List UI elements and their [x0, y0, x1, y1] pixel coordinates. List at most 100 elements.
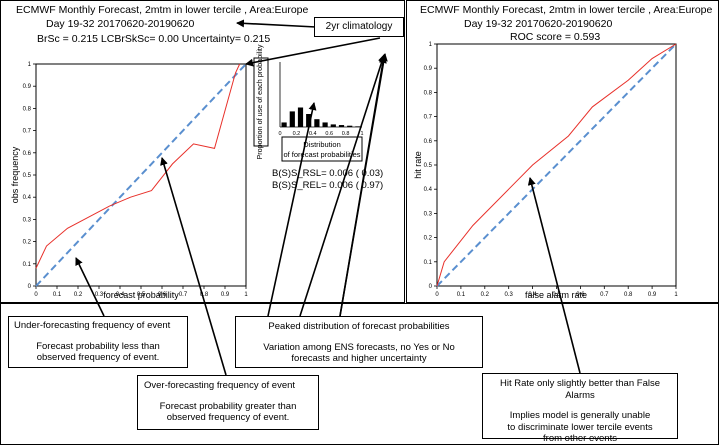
over-forecasting-arrow	[160, 157, 227, 376]
reliability-x-tick-label: 0.3	[95, 292, 104, 298]
roc-x-tick-label: 0.5	[552, 292, 561, 298]
distribution-x-tick-label: 0	[278, 131, 281, 137]
reliability-y-tick-label: 0.7	[23, 129, 32, 135]
over-forecasting-callout: Over-forecasting frequency of event Fore…	[137, 375, 319, 430]
reliability-y-tick-label: 0.8	[23, 106, 32, 112]
climatology-corner-arrow	[245, 37, 381, 67]
distribution-x-tick-label: 0.6	[325, 131, 333, 137]
reliability-y-tick-label: 0.6	[23, 151, 32, 157]
reliability-y-tick-label: 1	[28, 62, 32, 68]
distribution-x-axis-label-line1: Distribution	[303, 140, 341, 149]
under-forecasting-title: Under-forecasting frequency of event	[14, 320, 171, 331]
reliability-y-tick-label: 0.4	[23, 195, 32, 201]
reliability-x-tick-label: 0.5	[137, 292, 146, 298]
hit-rate-arrow	[527, 177, 581, 374]
roc-score: ROC score = 0.593	[510, 31, 601, 43]
reliability-y-axis-label: obs frequency	[10, 146, 20, 203]
reliability-x-tick-label: 0.4	[116, 292, 125, 298]
distribution-xlabel-box	[281, 136, 363, 162]
roc-y-tick-label: 0.7	[424, 115, 433, 121]
roc-x-tick-label: 0.4	[528, 292, 537, 298]
distribution-bar	[322, 122, 328, 127]
distribution-bar	[297, 107, 304, 127]
right-title: ECMWF Monthly Forecast, 2mtm in lower te…	[420, 4, 713, 16]
reliability-y-tick-label: 0	[28, 284, 32, 290]
reliability-series-line	[35, 63, 241, 269]
reliability-y-tick-label: 0.2	[23, 240, 32, 246]
roc-x-tick-label: 1	[674, 292, 678, 298]
over-forecasting-body: Forecast probability greater than observ…	[159, 400, 297, 424]
roc-y-tick-label: 0.6	[424, 139, 433, 145]
distribution-bar	[289, 111, 295, 127]
distribution-bar	[355, 126, 361, 127]
distribution-x-tick-label: 0.8	[342, 131, 350, 137]
reliability-y-tick-label: 0.9	[23, 84, 32, 90]
reliability-x-tick-label: 0	[34, 292, 38, 298]
peaked-top-arrow	[339, 53, 388, 317]
roc-x-tick-label: 0.7	[600, 292, 609, 298]
climatology-left-arrow	[236, 19, 317, 28]
peaked-distribution-callout: Peaked distribution of forecast probabil…	[235, 316, 483, 368]
peaked-distribution-body: Variation among ENS forecasts, no Yes or…	[263, 341, 455, 365]
roc-x-tick-label: 0.8	[624, 292, 633, 298]
distribution-bar	[314, 119, 320, 127]
hit-rate-body: Implies model is generally unable to dis…	[507, 410, 653, 444]
over-forecasting-title: Over-forecasting frequency of event	[144, 380, 296, 391]
reliability-y-tick-label: 0.1	[23, 262, 32, 268]
roc-y-tick-label: 0.4	[424, 187, 433, 193]
reliability-y-tick-label: 0.5	[23, 173, 32, 179]
distribution-x-tick-label: 0.4	[309, 131, 317, 137]
under-forecasting-arrow	[75, 257, 105, 317]
reliability-y-tick-label: 0.3	[23, 217, 32, 223]
under-forecasting-body: Forecast probability less than observed …	[36, 340, 160, 364]
roc-diagonal	[436, 43, 677, 287]
reliability-x-tick-label: 0.1	[53, 292, 62, 298]
roc-series-line	[436, 43, 677, 287]
chart-layer: 000.10.10.20.20.30.30.40.40.50.50.60.60.…	[10, 42, 678, 300]
distribution-bar	[347, 125, 353, 127]
distribution-bar	[306, 114, 312, 127]
roc-y-tick-label: 0.2	[424, 236, 433, 242]
roc-y-tick-label: 0.9	[424, 66, 433, 72]
roc-x-axis-label: false alarm rate	[525, 290, 587, 300]
left-scores: BrSc = 0.215 LCBrSkSc= 0.00 Uncertainty=…	[37, 33, 271, 45]
reliability-x-axis-label: forecast probability	[103, 290, 179, 300]
distribution-x-tick-label: 1	[360, 131, 363, 137]
roc-y-tick-label: 0	[429, 284, 433, 290]
roc-x-tick-label: 0.6	[576, 292, 585, 298]
reliability-x-tick-label: 0.6	[158, 292, 167, 298]
reliability-x-tick-label: 1	[244, 292, 248, 298]
peaked-distribution-arrow	[267, 102, 317, 317]
roc-x-tick-label: 0	[435, 292, 439, 298]
reliability-diagonal	[35, 63, 247, 287]
roc-x-tick-label: 0.1	[457, 292, 466, 298]
arrow-layer	[75, 19, 581, 376]
distribution-bar	[281, 122, 287, 127]
left-panel-frame	[0, 0, 405, 303]
left-title: ECMWF Monthly Forecast, 2mtm in lower te…	[16, 4, 309, 16]
hit-rate-callout: Hit Rate only slightly better than False…	[482, 373, 678, 444]
right-panel-frame	[406, 0, 719, 303]
roc-y-axis-label: hit rate	[413, 151, 423, 179]
peaked-distribution-title: Peaked distribution of forecast probabil…	[268, 321, 450, 332]
reliability-x-tick-label: 0.8	[200, 292, 209, 298]
reliability-x-tick-label: 0.9	[221, 292, 230, 298]
roc-y-tick-label: 0.1	[424, 260, 433, 266]
peaked-climatology-arrow	[299, 54, 386, 317]
climatology-callout: 2yr climatology	[314, 17, 404, 37]
distribution-x-axis-label-line2: of forecast probabilities	[283, 150, 360, 159]
roc-y-tick-label: 0.5	[424, 163, 433, 169]
distribution-ylabel-box	[253, 57, 269, 147]
hit-rate-title: Hit Rate only slightly better than False…	[500, 378, 660, 401]
bss-rsl: B(S)S_RSL= 0.006 ( 0.03)	[272, 168, 384, 179]
left-date-range: Day 19-32 20170620-20190620	[46, 18, 195, 30]
reliability-x-tick-label: 0.2	[74, 292, 83, 298]
roc-y-tick-label: 0.3	[424, 211, 433, 217]
roc-y-tick-label: 0.8	[424, 90, 433, 96]
bss-rel: B(S)S_REL= 0.006 ( 0.97)	[272, 180, 384, 191]
distribution-bar	[338, 125, 345, 127]
under-forecasting-callout: Under-forecasting frequency of event For…	[8, 316, 188, 368]
right-date-range: Day 19-32 20170620-20190620	[464, 18, 613, 30]
distribution-x-tick-label: 0.2	[293, 131, 301, 137]
